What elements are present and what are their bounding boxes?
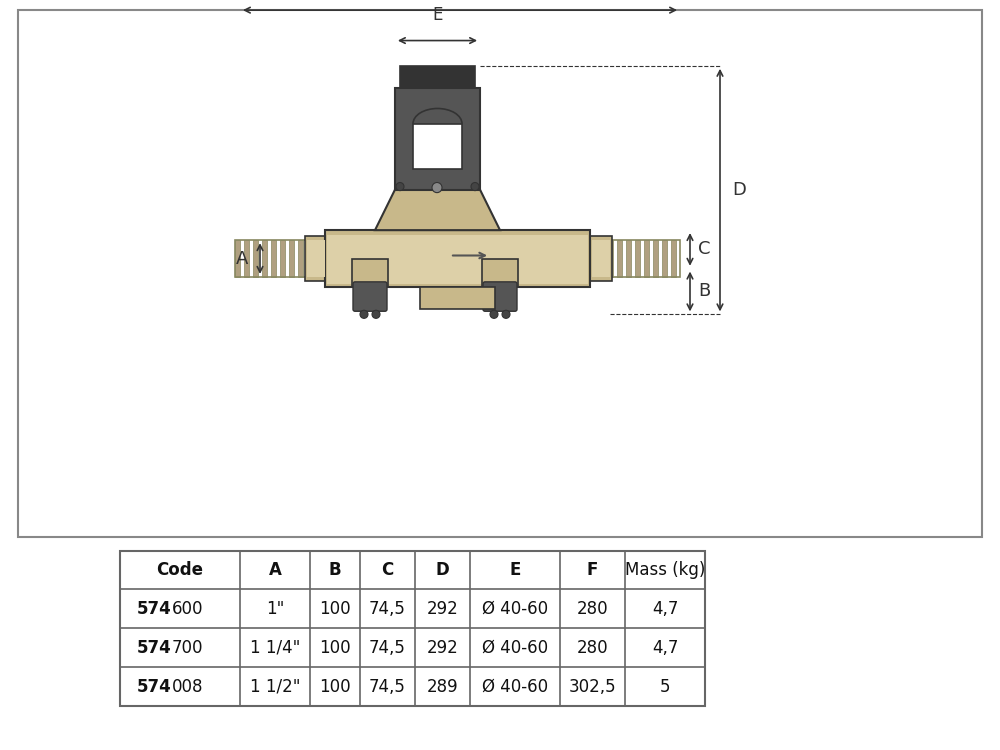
Bar [617,240,622,277]
Bar [327,236,588,284]
Bar [608,240,613,277]
Text: C: C [698,241,710,259]
Circle shape [432,182,442,193]
Text: E: E [509,561,521,579]
Text: 302,5: 302,5 [569,677,616,695]
Text: 4,7: 4,7 [652,639,678,657]
Bar [235,240,240,277]
Text: A: A [269,561,281,579]
Text: 1 1/4": 1 1/4" [250,639,300,657]
Bar [590,236,612,280]
Text: 574: 574 [137,600,172,618]
Text: 600: 600 [172,600,204,618]
Text: 100: 100 [319,600,351,618]
Circle shape [372,310,380,318]
Text: D: D [436,561,449,579]
Text: Mass (kg): Mass (kg) [625,561,705,579]
Bar [400,66,475,88]
Text: Ø 40-60: Ø 40-60 [482,600,548,618]
Bar [271,240,276,277]
FancyBboxPatch shape [483,282,517,311]
Bar [420,287,495,309]
Text: 5: 5 [660,677,670,695]
Bar [413,124,462,170]
Bar [662,240,667,277]
Polygon shape [375,190,500,230]
Text: 1": 1" [266,600,284,618]
Text: 289: 289 [427,677,458,695]
Text: C: C [381,561,394,579]
Bar [635,240,640,277]
Circle shape [502,310,510,318]
Bar [305,236,327,280]
Text: Code: Code [156,561,204,579]
Circle shape [360,310,368,318]
Bar [592,240,610,277]
Text: 292: 292 [427,600,458,618]
Bar [262,240,267,277]
Bar [280,240,285,277]
Circle shape [490,310,498,318]
Circle shape [396,182,404,190]
Bar [253,240,258,277]
Text: 100: 100 [319,677,351,695]
Text: Ø 40-60: Ø 40-60 [482,639,548,657]
Bar [644,240,649,277]
Text: 574: 574 [137,677,172,695]
Text: Ø 40-60: Ø 40-60 [482,677,548,695]
Text: 1 1/2": 1 1/2" [250,677,300,695]
Bar [235,240,307,277]
Text: B: B [329,561,341,579]
Bar [482,259,518,287]
Bar [325,230,590,287]
Bar [395,88,480,190]
Bar [653,240,658,277]
Bar [244,240,249,277]
Bar [120,550,705,706]
Text: D: D [732,181,746,199]
Bar [298,240,303,277]
Bar [626,240,631,277]
Text: 4,7: 4,7 [652,600,678,618]
Text: A: A [236,250,248,268]
Text: 74,5: 74,5 [369,677,406,695]
Text: 008: 008 [172,677,204,695]
Text: 292: 292 [427,639,458,657]
Text: 280: 280 [577,639,608,657]
Text: 280: 280 [577,600,608,618]
FancyBboxPatch shape [353,282,387,311]
Bar [671,240,676,277]
Text: 74,5: 74,5 [369,600,406,618]
Text: 74,5: 74,5 [369,639,406,657]
Text: F: F [587,561,598,579]
Text: B: B [698,283,710,301]
Bar [289,240,294,277]
Text: 700: 700 [172,639,204,657]
Bar [307,240,325,277]
Text: 574: 574 [137,639,172,657]
Bar [608,240,680,277]
Text: E: E [432,6,443,24]
Circle shape [471,182,479,190]
Bar [352,259,388,287]
Text: 100: 100 [319,639,351,657]
